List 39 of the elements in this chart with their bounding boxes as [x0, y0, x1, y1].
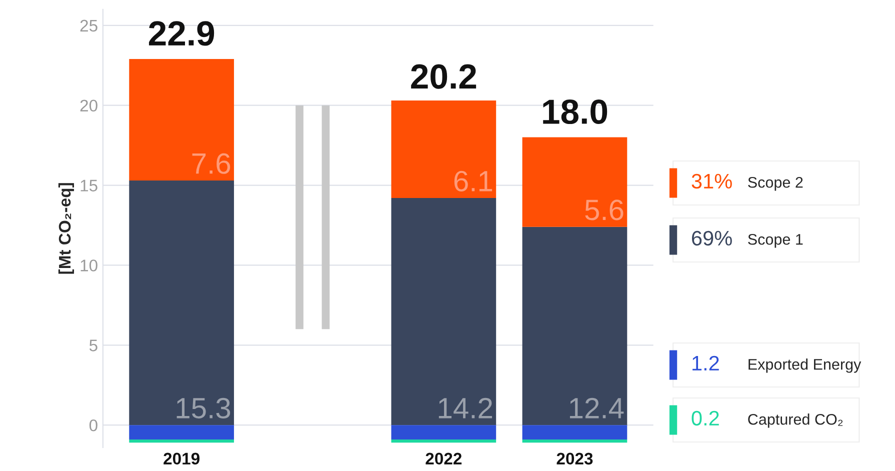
y-tick-label: 25 — [80, 20, 98, 32]
data-label: 12.4 — [570, 398, 624, 418]
y-tick-label: 15 — [80, 180, 98, 192]
x-tick-label: 2022 — [426, 452, 462, 465]
text: Exported Energy — [748, 358, 862, 373]
bar — [522, 439, 628, 443]
bar — [391, 100, 496, 198]
annotation: 18.0 — [543, 99, 608, 124]
text: 1.2 — [692, 356, 719, 370]
annotation: 20.2 — [411, 64, 476, 89]
x-tick-label: 2023 — [556, 452, 593, 465]
data-label: 6.1 — [454, 170, 492, 192]
data-label: 7.6 — [192, 153, 230, 174]
data-label: 14.2 — [438, 398, 492, 418]
text: Scope 2 — [748, 176, 803, 191]
bar — [129, 180, 234, 426]
y-tick-label: 20 — [80, 100, 98, 112]
text: 31% — [692, 174, 732, 189]
text: 0.2 — [692, 410, 719, 426]
bar — [522, 226, 628, 426]
bar — [391, 439, 496, 443]
data-label: 5.6 — [585, 200, 624, 220]
bar — [522, 425, 628, 440]
y-tick-label: 10 — [80, 260, 98, 272]
bar — [522, 137, 628, 227]
text: 69% — [692, 230, 732, 246]
bar — [129, 425, 234, 440]
annotation: 22.9 — [148, 21, 214, 46]
y-tick-label: 5 — [89, 340, 98, 352]
y-axis-title: [Mt CO₂-eq] — [58, 183, 74, 274]
y-tick-label: 0 — [89, 419, 98, 432]
bar — [129, 439, 234, 443]
bar — [391, 198, 496, 426]
bar — [129, 58, 234, 180]
text: Captured CO₂ — [748, 414, 843, 428]
data-label: 15.3 — [176, 398, 230, 419]
text: Scope 1 — [748, 234, 803, 248]
bar — [391, 425, 496, 440]
x-tick-label: 2019 — [164, 452, 200, 465]
